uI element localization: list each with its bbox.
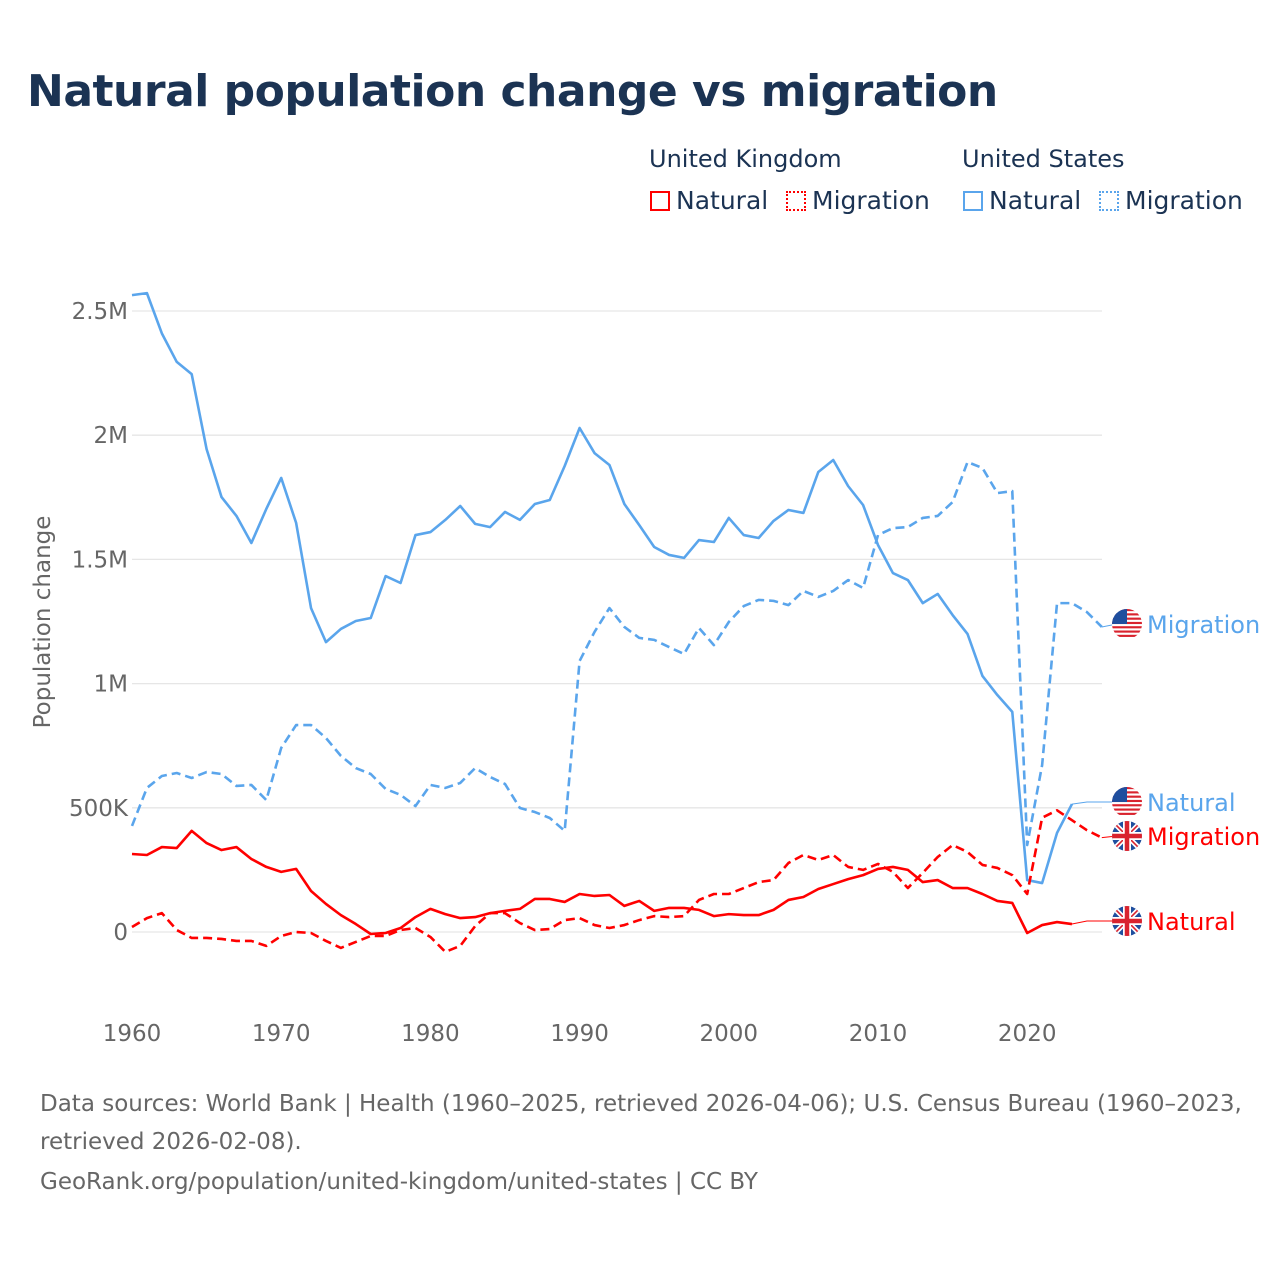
x-tick-label: 1960 [103, 1021, 162, 1047]
us-flag-icon [1112, 787, 1142, 817]
label-connector [1071, 801, 1112, 805]
flag-stripe [1112, 630, 1142, 633]
x-tick-label: 1990 [550, 1021, 609, 1047]
legend-swatch-dotted-red [786, 190, 806, 211]
flag-cross-red [1112, 821, 1142, 851]
legend-label: Migration [1125, 186, 1243, 215]
x-tick-label: 2020 [998, 1021, 1057, 1047]
legend-swatch-dotted-blue [1099, 190, 1119, 211]
legend-label: Natural [989, 186, 1082, 215]
flag-body [1112, 609, 1142, 639]
uk-flag-icon [1112, 906, 1142, 936]
flag-stripe [1112, 808, 1142, 811]
us-flag-icon [1112, 609, 1142, 639]
x-tick-label: 1980 [401, 1021, 460, 1047]
y-tick-label: 1M [94, 672, 128, 698]
y-tick-label: 2M [94, 423, 128, 449]
footer-sources: Data sources: World Bank | Health (1960–… [40, 1091, 1242, 1117]
legend-us-migration[interactable]: Migration [1099, 186, 1243, 215]
x-tick-label: 2000 [700, 1021, 759, 1047]
legend-label: Natural [676, 186, 769, 215]
footer-link[interactable]: GeoRank.org/population/united-kingdom/un… [40, 1169, 758, 1195]
x-tick-label: 1970 [252, 1021, 311, 1047]
flag-body [1112, 821, 1142, 851]
legend-group-us: United States [962, 145, 1125, 173]
flag-body [1112, 787, 1142, 817]
footer-sources-cont: retrieved 2026-02-08). [40, 1129, 302, 1155]
legend-uk-migration[interactable]: Migration [786, 186, 930, 215]
series-line-united-states-migration [130, 460, 1103, 847]
series-line-united-kingdom-migration [131, 808, 1103, 954]
legend-group-uk: United Kingdom [649, 145, 842, 173]
legend-uk-natural[interactable]: Natural [650, 186, 768, 215]
series-line-united-kingdom-natural [131, 829, 1073, 936]
flag-stripe [1112, 812, 1142, 815]
legend-swatch-solid-red [650, 190, 670, 211]
uk-flag-icon [1112, 821, 1142, 851]
flag-cross-red [1112, 906, 1142, 936]
y-tick-label: 0 [113, 920, 128, 946]
end-label-united-states-migration: Migration [1147, 611, 1260, 639]
x-tick-label: 2010 [849, 1021, 908, 1047]
chart-title: Natural population change vs migration [27, 66, 998, 117]
y-axis-label: Population change [30, 516, 56, 729]
flag-stripe [1112, 626, 1142, 629]
flag-stripe [1112, 634, 1142, 637]
flag-canton [1112, 787, 1127, 802]
y-tick-label: 500K [69, 796, 129, 822]
end-label-united-kingdom-natural: Natural [1147, 908, 1236, 936]
label-connector [1071, 920, 1112, 925]
y-tick-label: 2.5M [72, 299, 128, 325]
flag-canton [1112, 609, 1127, 624]
legend-label: Migration [812, 186, 930, 215]
legend-swatch-solid-blue [963, 190, 983, 211]
end-label-united-states-natural: Natural [1147, 789, 1236, 817]
legend-us-natural[interactable]: Natural [963, 186, 1081, 215]
end-label-united-kingdom-migration: Migration [1147, 823, 1260, 851]
flag-stripe [1112, 804, 1142, 807]
series-line-united-states-natural [131, 291, 1074, 885]
flag-body [1112, 906, 1142, 936]
y-tick-label: 1.5M [72, 547, 128, 573]
